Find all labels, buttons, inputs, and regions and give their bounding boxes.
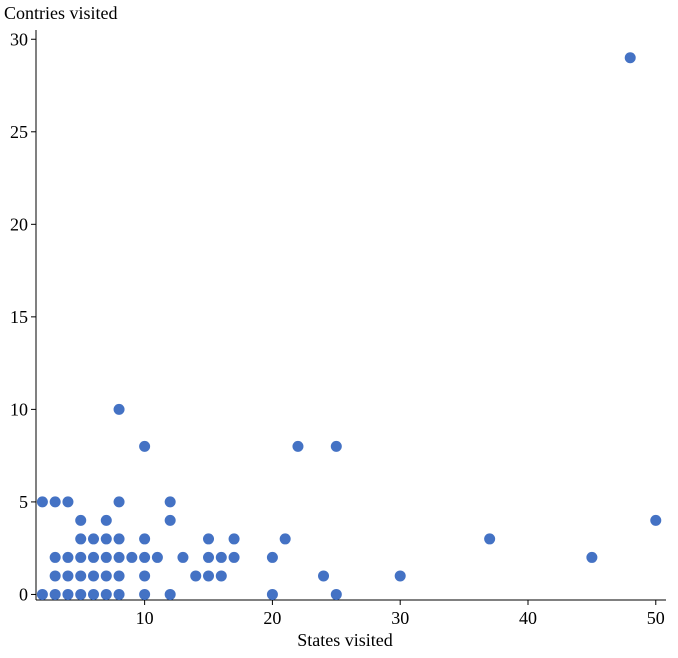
data-point [228, 533, 240, 545]
data-point [177, 551, 189, 563]
x-tick-label: 40 [519, 608, 537, 628]
data-point [75, 514, 87, 526]
data-point [113, 570, 125, 582]
data-point [330, 588, 342, 600]
y-axis-ticks: 0 5 10 15 20 25 30 [10, 29, 36, 604]
x-axis-ticks: 10 20 30 40 50 [136, 600, 665, 628]
x-tick-label: 20 [263, 608, 281, 628]
data-point [164, 514, 176, 526]
x-tick-label: 50 [647, 608, 665, 628]
data-point [292, 440, 304, 452]
y-tick-label: 0 [19, 584, 28, 604]
data-point [215, 570, 227, 582]
y-tick-label: 15 [10, 307, 28, 327]
data-point [394, 570, 406, 582]
data-point [49, 588, 61, 600]
y-tick-label: 5 [19, 492, 28, 512]
data-point [139, 533, 151, 545]
data-point [88, 570, 100, 582]
data-point [330, 440, 342, 452]
data-point [586, 551, 598, 563]
data-point [62, 496, 74, 508]
data-point [164, 588, 176, 600]
data-point [75, 533, 87, 545]
data-point [88, 533, 100, 545]
data-point [49, 570, 61, 582]
data-point [203, 551, 215, 563]
data-point [88, 551, 100, 563]
data-point [650, 514, 662, 526]
data-point [203, 533, 215, 545]
data-point [279, 533, 291, 545]
data-point [624, 52, 636, 64]
data-point [88, 588, 100, 600]
data-point [100, 551, 112, 563]
data-points [36, 52, 662, 600]
data-point [151, 551, 163, 563]
data-point [266, 588, 278, 600]
data-point [36, 496, 48, 508]
y-tick-label: 10 [10, 399, 28, 419]
data-point [75, 570, 87, 582]
data-point [113, 533, 125, 545]
data-point [62, 588, 74, 600]
data-point [113, 496, 125, 508]
data-point [190, 570, 202, 582]
data-point [139, 588, 151, 600]
data-point [318, 570, 330, 582]
x-tick-label: 10 [136, 608, 154, 628]
data-point [203, 570, 215, 582]
data-point [75, 551, 87, 563]
data-point [49, 551, 61, 563]
data-point [215, 551, 227, 563]
data-point [36, 588, 48, 600]
data-point [139, 570, 151, 582]
y-tick-label: 30 [10, 29, 28, 49]
y-tick-label: 25 [10, 122, 28, 142]
data-point [113, 403, 125, 415]
data-point [126, 551, 138, 563]
data-point [228, 551, 240, 563]
data-point [62, 570, 74, 582]
y-tick-label: 20 [10, 214, 28, 234]
data-point [100, 533, 112, 545]
data-point [484, 533, 496, 545]
x-tick-label: 30 [391, 608, 409, 628]
data-point [113, 588, 125, 600]
axes [35, 30, 666, 601]
data-point [113, 551, 125, 563]
data-point [139, 440, 151, 452]
data-point [164, 496, 176, 508]
data-point [62, 551, 74, 563]
data-point [100, 570, 112, 582]
data-point [266, 551, 278, 563]
data-point [75, 588, 87, 600]
x-axis-title: States visited [297, 630, 393, 650]
data-point [49, 496, 61, 508]
data-point [139, 551, 151, 563]
data-point [100, 514, 112, 526]
data-point [100, 588, 112, 600]
y-axis-title: Contries visited [4, 3, 118, 23]
